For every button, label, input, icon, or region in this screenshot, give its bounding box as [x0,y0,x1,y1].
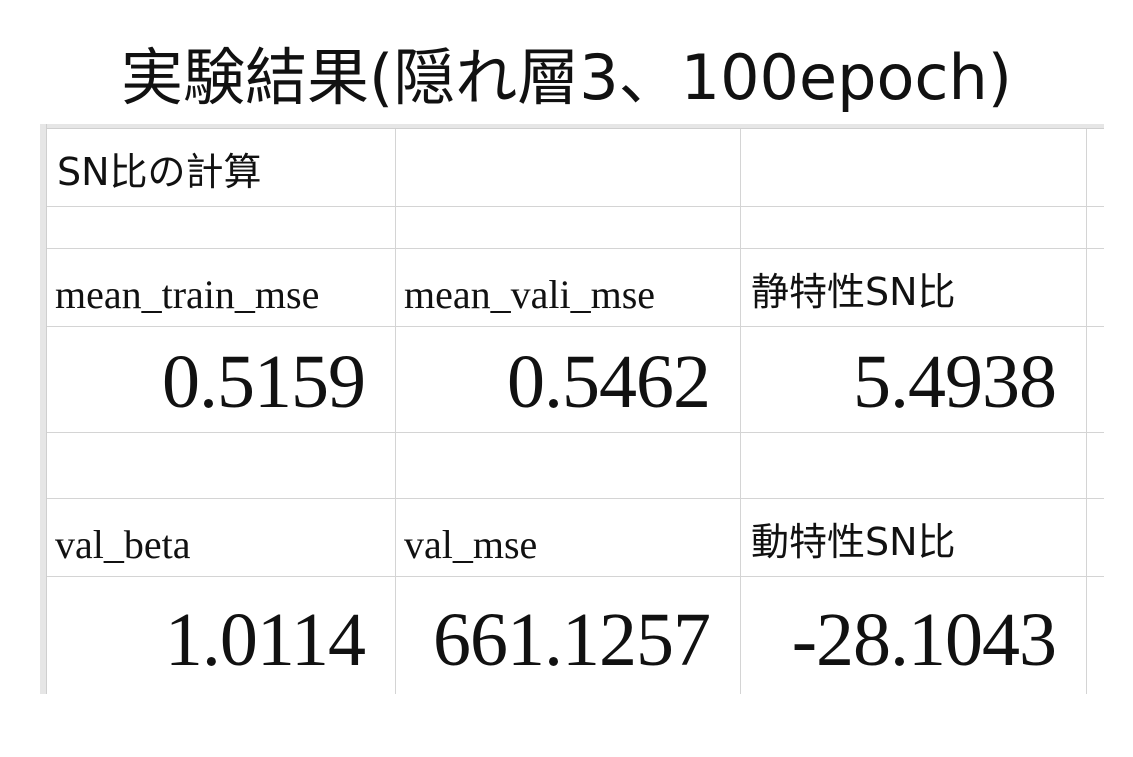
cell-empty[interactable] [1087,577,1104,694]
cell-empty[interactable] [741,207,1087,249]
cell-value-val-mse[interactable]: 661.1257 [396,577,741,694]
value-val-beta: 1.0114 [164,598,366,682]
cell-header-mean-train-mse[interactable]: mean_train_mse [47,249,396,327]
value-mean-vali-mse: 0.5462 [507,340,711,424]
cell-header-val-beta[interactable]: val_beta [47,499,396,577]
cell-empty[interactable] [1087,433,1104,499]
cell-value-mean-train-mse[interactable]: 0.5159 [47,327,396,433]
cell-header-mean-vali-mse[interactable]: mean_vali_mse [396,249,741,327]
cell-section-label[interactable]: SN比の計算 [47,129,396,207]
slide-title: 実験結果(隠れ層3、100epoch) [121,41,1012,114]
header-val-mse: val_mse [404,522,538,567]
cell-value-static-sn-ratio[interactable]: 5.4938 [741,327,1087,433]
cell-empty[interactable] [1087,327,1104,433]
cell-empty[interactable] [1087,207,1104,249]
cell-header-static-sn-ratio[interactable]: 静特性SN比 [741,249,1087,327]
cell-empty[interactable] [741,433,1087,499]
sheet-grid: SN比の計算 mean_train_mse mean_vali_mse 静特性S… [47,129,1104,694]
cell-empty[interactable] [396,207,741,249]
header-static-sn-ratio: 静特性SN比 [751,270,956,314]
cell-empty[interactable] [741,129,1087,207]
cell-empty[interactable] [47,207,396,249]
cell-empty[interactable] [1087,129,1104,207]
header-dynamic-sn-ratio: 動特性SN比 [751,520,956,564]
cell-empty[interactable] [47,433,396,499]
value-static-sn-ratio: 5.4938 [853,340,1057,424]
cell-value-dynamic-sn-ratio[interactable]: -28.1043 [741,577,1087,694]
cell-empty[interactable] [396,129,741,207]
header-val-beta: val_beta [55,522,191,567]
header-mean-train-mse: mean_train_mse [55,272,320,317]
cell-empty[interactable] [1087,249,1104,327]
spreadsheet-screenshot: SN比の計算 mean_train_mse mean_vali_mse 静特性S… [40,124,1104,694]
cell-value-mean-vali-mse[interactable]: 0.5462 [396,327,741,433]
value-dynamic-sn-ratio: -28.1043 [791,598,1057,682]
cell-value-val-beta[interactable]: 1.0114 [47,577,396,694]
cell-empty[interactable] [396,433,741,499]
value-mean-train-mse: 0.5159 [162,340,366,424]
value-val-mse: 661.1257 [433,598,711,682]
header-mean-vali-mse: mean_vali_mse [404,272,656,317]
cell-empty[interactable] [1087,499,1104,577]
cell-header-val-mse[interactable]: val_mse [396,499,741,577]
section-label: SN比の計算 [57,150,262,194]
cell-header-dynamic-sn-ratio[interactable]: 動特性SN比 [741,499,1087,577]
sheet-column-header-edge [40,124,1104,129]
sheet-row-header-edge [40,124,47,694]
